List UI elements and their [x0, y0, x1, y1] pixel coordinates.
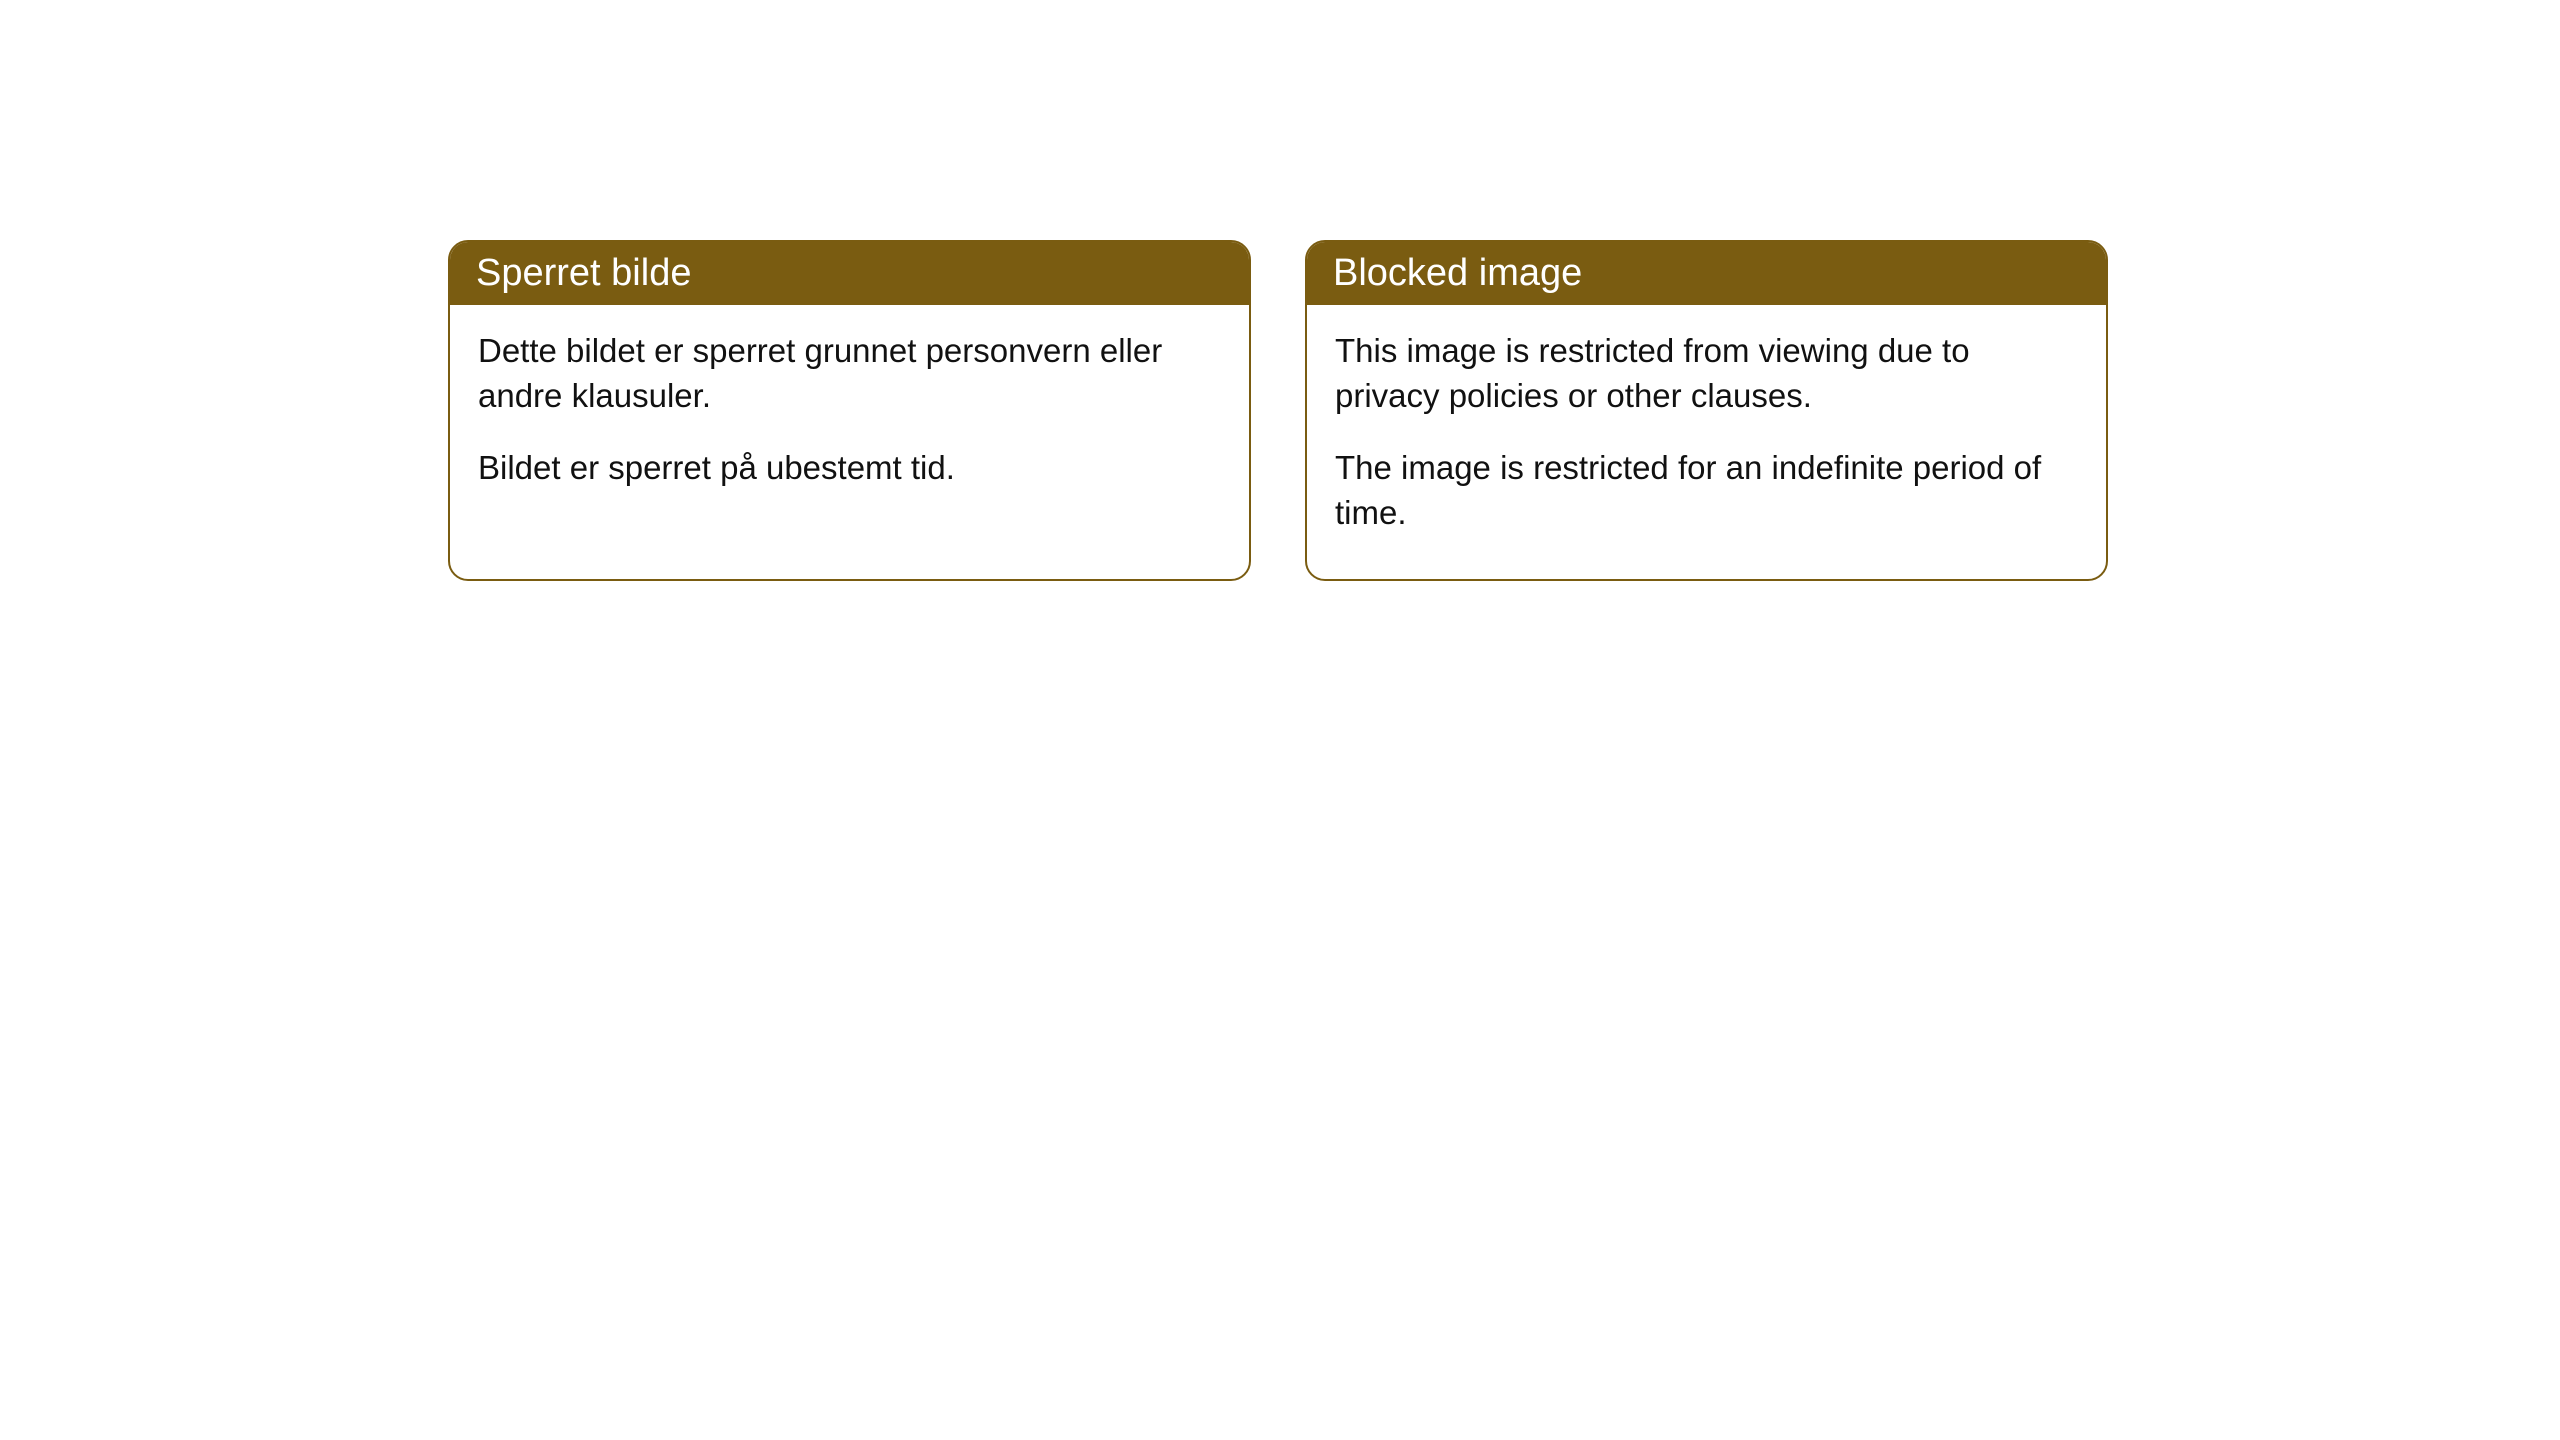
card-paragraph: The image is restricted for an indefinit… — [1335, 446, 2078, 535]
card-title: Sperret bilde — [476, 252, 691, 294]
card-paragraph: Bildet er sperret på ubestemt tid. — [478, 446, 1221, 491]
blocked-image-card-norwegian: Sperret bilde Dette bildet er sperret gr… — [448, 240, 1251, 581]
card-paragraph: Dette bildet er sperret grunnet personve… — [478, 329, 1221, 418]
card-header: Blocked image — [1307, 242, 2106, 305]
blocked-image-card-english: Blocked image This image is restricted f… — [1305, 240, 2108, 581]
card-body: Dette bildet er sperret grunnet personve… — [450, 305, 1249, 535]
card-body: This image is restricted from viewing du… — [1307, 305, 2106, 579]
card-paragraph: This image is restricted from viewing du… — [1335, 329, 2078, 418]
card-title: Blocked image — [1333, 252, 1582, 294]
notice-cards-container: Sperret bilde Dette bildet er sperret gr… — [448, 240, 2108, 581]
card-header: Sperret bilde — [450, 242, 1249, 305]
